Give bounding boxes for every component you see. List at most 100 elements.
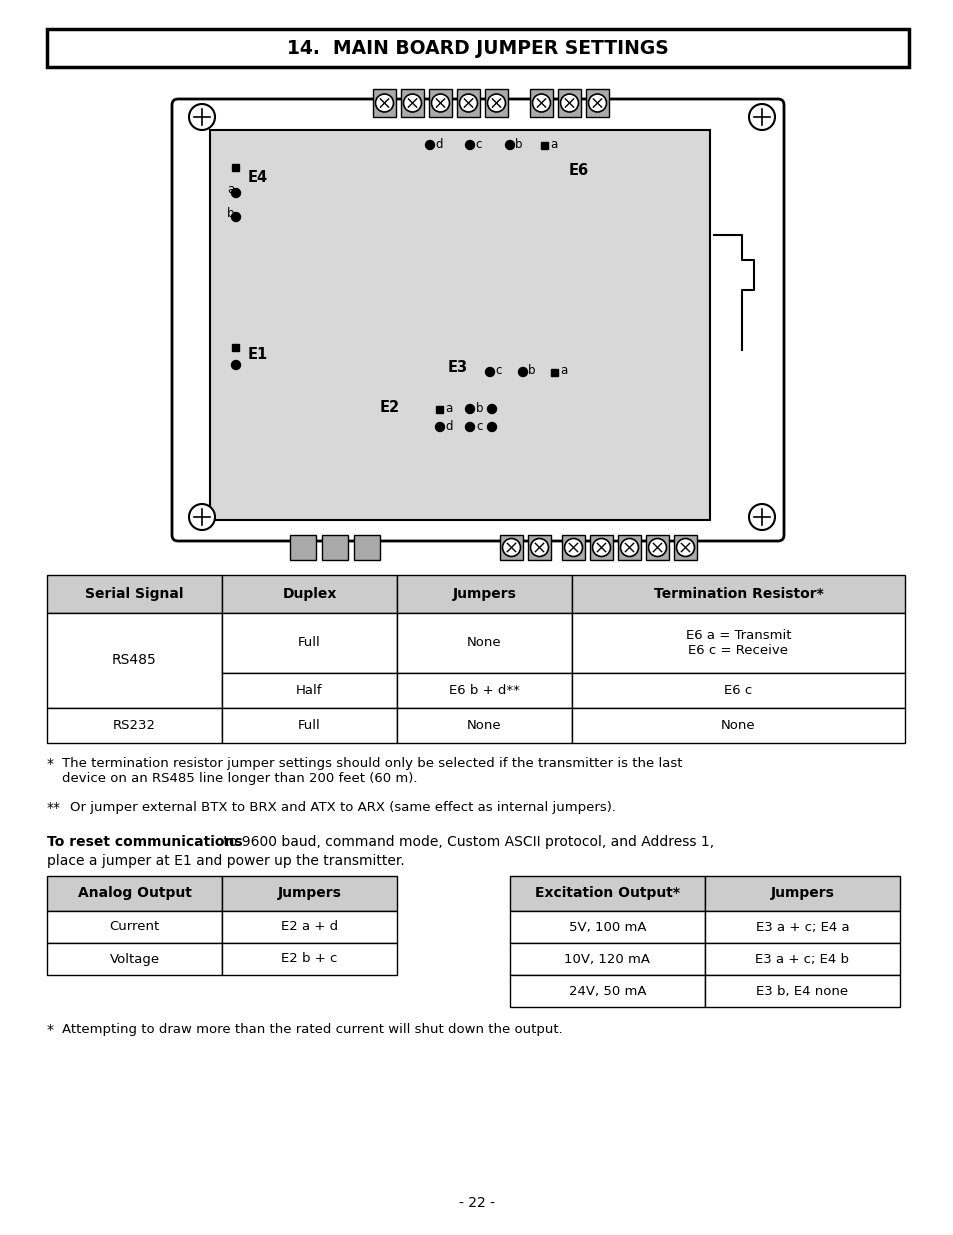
Text: E2: E2	[379, 399, 399, 415]
Text: Jumpers: Jumpers	[452, 587, 516, 601]
Bar	[510, 876, 704, 911]
Bar	[530, 89, 553, 117]
Text: a: a	[444, 401, 452, 415]
Text: Full: Full	[297, 636, 320, 650]
Text: a: a	[559, 364, 567, 378]
Bar	[499, 535, 522, 559]
Text: place a jumper at E1 and power up the transmitter.: place a jumper at E1 and power up the tr…	[47, 853, 404, 868]
Text: Duplex: Duplex	[282, 587, 336, 601]
Text: None: None	[720, 719, 755, 732]
Text: 10V, 120 mA: 10V, 120 mA	[564, 952, 650, 966]
Circle shape	[532, 94, 550, 112]
Bar	[354, 535, 379, 559]
Text: b: b	[227, 207, 234, 220]
Text: b: b	[476, 401, 483, 415]
Text: 14.  MAIN BOARD JUMPER SETTINGS: 14. MAIN BOARD JUMPER SETTINGS	[287, 38, 668, 58]
Circle shape	[425, 141, 434, 149]
Text: E3 b, E4 none: E3 b, E4 none	[756, 984, 847, 998]
Bar	[222, 613, 396, 673]
Bar	[456, 89, 479, 117]
Text: Half: Half	[296, 684, 322, 697]
Circle shape	[487, 94, 505, 112]
Circle shape	[465, 422, 474, 431]
Bar	[572, 673, 904, 708]
Circle shape	[619, 538, 638, 557]
Circle shape	[465, 405, 474, 414]
Bar	[429, 89, 452, 117]
Text: 5V, 100 mA: 5V, 100 mA	[568, 920, 645, 934]
Circle shape	[592, 538, 610, 557]
Circle shape	[518, 368, 527, 377]
Circle shape	[487, 405, 496, 414]
Circle shape	[588, 94, 606, 112]
Text: *: *	[47, 757, 54, 771]
Text: Full: Full	[297, 719, 320, 732]
Bar	[551, 368, 558, 375]
Bar	[572, 613, 904, 673]
Circle shape	[403, 94, 421, 112]
Text: E3 a + c; E4 a: E3 a + c; E4 a	[755, 920, 848, 934]
Bar	[373, 89, 395, 117]
Text: Serial Signal: Serial Signal	[85, 587, 184, 601]
Bar	[541, 142, 548, 148]
Circle shape	[648, 538, 666, 557]
Bar	[47, 576, 222, 613]
Circle shape	[505, 141, 514, 149]
Bar	[645, 535, 668, 559]
Circle shape	[375, 94, 393, 112]
Bar	[210, 130, 709, 520]
Circle shape	[232, 361, 240, 369]
Text: a: a	[550, 137, 557, 151]
Text: To reset communications: To reset communications	[47, 835, 242, 848]
FancyBboxPatch shape	[172, 99, 783, 541]
Circle shape	[459, 94, 477, 112]
Text: b: b	[515, 137, 522, 151]
Bar	[233, 163, 239, 170]
Bar	[561, 535, 584, 559]
Text: d: d	[444, 420, 452, 432]
Text: E6 c: E6 c	[723, 684, 752, 697]
Text: E6 a = Transmit
E6 c = Receive: E6 a = Transmit E6 c = Receive	[685, 629, 790, 657]
Text: E2 a + d: E2 a + d	[280, 920, 337, 934]
Circle shape	[189, 104, 214, 130]
Bar	[400, 89, 423, 117]
Text: Termination Resistor*: Termination Resistor*	[653, 587, 822, 601]
Bar	[222, 911, 396, 944]
Text: E6 b + d**: E6 b + d**	[449, 684, 519, 697]
Circle shape	[431, 94, 449, 112]
Bar	[527, 535, 551, 559]
Circle shape	[465, 141, 474, 149]
Text: **: **	[47, 802, 61, 815]
Circle shape	[232, 189, 240, 198]
Bar	[396, 708, 572, 743]
Bar	[47, 911, 222, 944]
Text: E4: E4	[248, 170, 268, 185]
Bar	[47, 944, 222, 974]
Bar	[233, 343, 239, 351]
Bar	[47, 708, 222, 743]
Bar	[558, 89, 580, 117]
Bar	[222, 944, 396, 974]
Bar	[396, 576, 572, 613]
Bar	[510, 944, 704, 974]
Bar	[484, 89, 507, 117]
Bar	[222, 576, 396, 613]
Bar	[572, 576, 904, 613]
Bar	[673, 535, 697, 559]
Text: Voltage: Voltage	[110, 952, 159, 966]
Text: RS232: RS232	[112, 719, 156, 732]
Bar	[510, 911, 704, 944]
Text: Analog Output: Analog Output	[77, 887, 192, 900]
Bar	[436, 405, 443, 412]
Bar	[704, 944, 899, 974]
Text: to 9600 baud, command mode, Custom ASCII protocol, and Address 1,: to 9600 baud, command mode, Custom ASCII…	[219, 835, 714, 848]
Bar	[589, 535, 613, 559]
Text: c: c	[476, 420, 482, 432]
Circle shape	[487, 422, 496, 431]
Text: *: *	[47, 1023, 54, 1037]
Bar	[618, 535, 640, 559]
Text: Jumpers: Jumpers	[277, 887, 341, 900]
Text: Jumpers: Jumpers	[770, 887, 834, 900]
Bar	[47, 613, 222, 708]
Text: E2 b + c: E2 b + c	[281, 952, 337, 966]
